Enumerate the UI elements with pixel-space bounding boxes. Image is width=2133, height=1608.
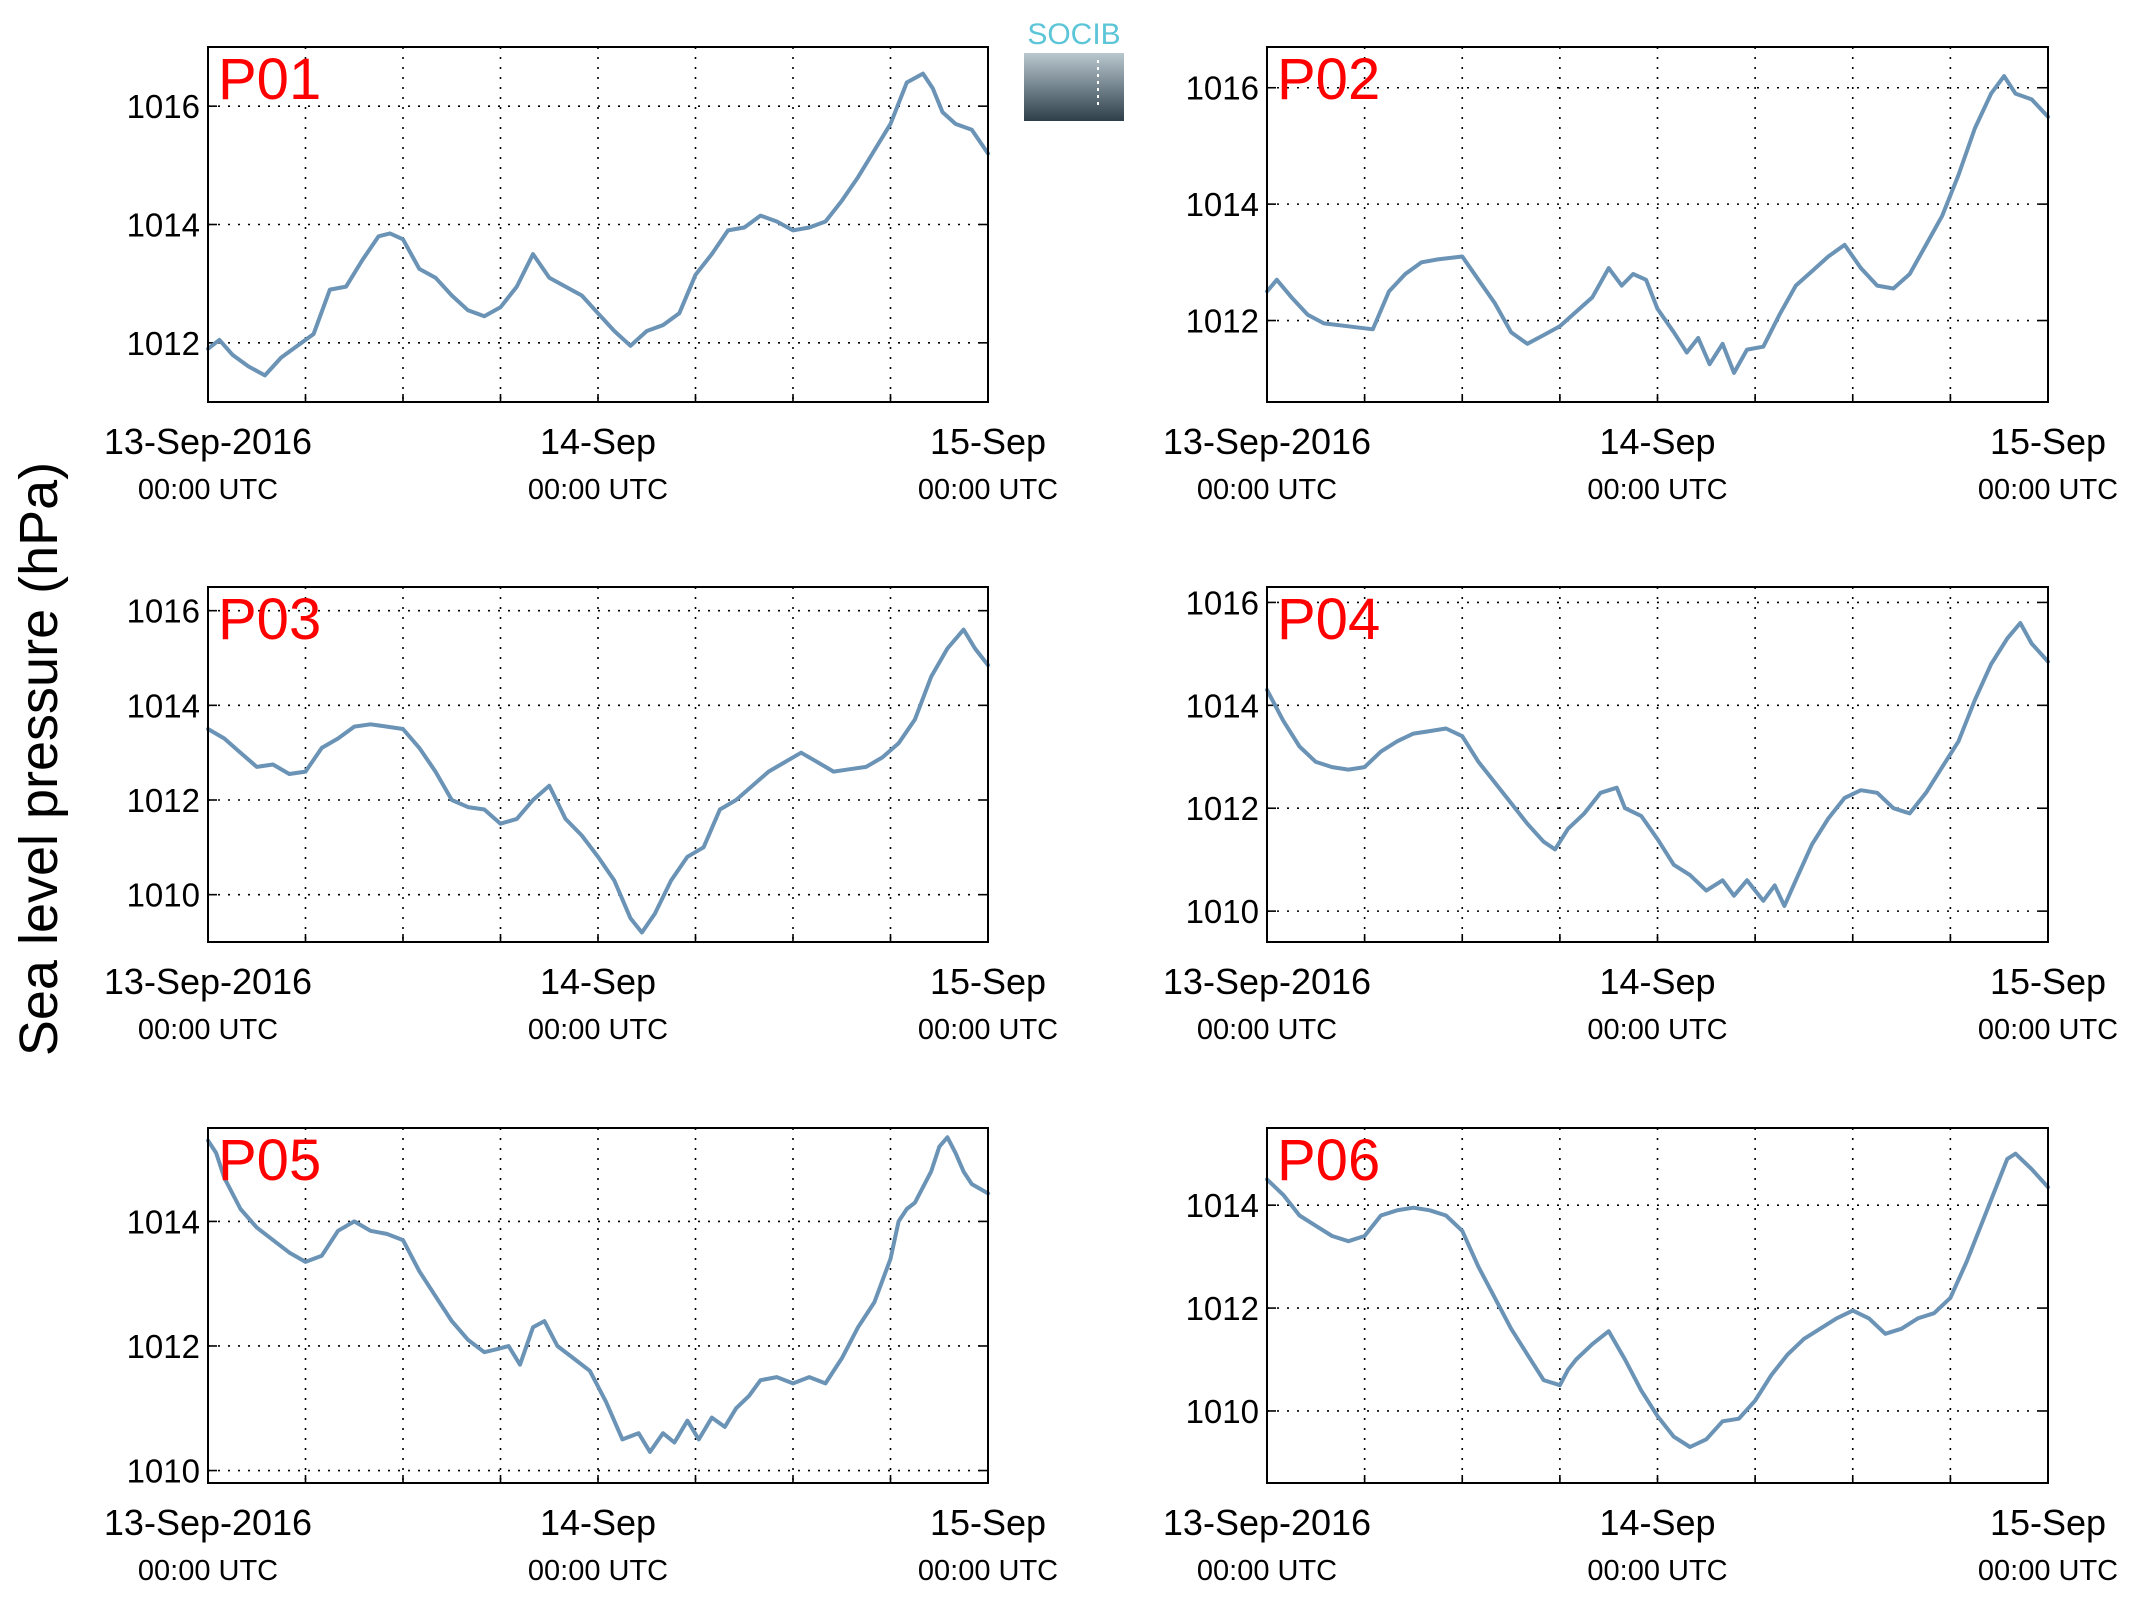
panel-title: P06: [1277, 1128, 1380, 1193]
x-tick-label: 13-Sep-2016: [1163, 421, 1371, 462]
y-tick-label: 1012: [127, 325, 200, 362]
panel-p01: 1012 1014 1016 13-Sep-2016 00:00 UTC 14-Sep 00…: [104, 46, 1058, 506]
plot-frame: [207, 586, 989, 943]
panel-p04: 1010 1012 1014 1016 13-Sep-2016 00:00 UTC 14-S…: [1163, 584, 2118, 1046]
panel-title: P02: [1277, 47, 1380, 112]
x-tick-label: 15-Sep: [930, 961, 1046, 1002]
x-tick-sublabel: 00:00 UTC: [528, 474, 668, 506]
x-tick-sublabel: 00:00 UTC: [1587, 1014, 1727, 1046]
x-tick-sublabel: 00:00 UTC: [138, 474, 278, 506]
y-tick-label: 1010: [1186, 893, 1259, 930]
x-tick-sublabel: 00:00 UTC: [138, 1014, 278, 1046]
x-tick-label: 14-Sep: [540, 961, 656, 1002]
x-tick-sublabel: 00:00 UTC: [918, 1014, 1058, 1046]
x-tick-sublabel: 00:00 UTC: [138, 1555, 278, 1587]
y-tick-label: 1016: [1186, 70, 1259, 107]
socib-logo-text: SOCIB: [1027, 18, 1120, 51]
x-tick-sublabel: 00:00 UTC: [918, 474, 1058, 506]
x-tick-label: 13-Sep-2016: [1163, 961, 1371, 1002]
y-tick-label: 1010: [127, 877, 200, 914]
y-tick-label: 1014: [127, 687, 200, 724]
x-tick-sublabel: 00:00 UTC: [1197, 1014, 1337, 1046]
x-tick-label: 14-Sep: [1599, 1502, 1715, 1543]
x-tick-sublabel: 00:00 UTC: [528, 1014, 668, 1046]
panel-title: P04: [1277, 587, 1380, 652]
panel-p03: 1010 1012 1014 1016 13-Sep-2016 00:00 UTC 14-S…: [104, 586, 1058, 1046]
x-tick-sublabel: 00:00 UTC: [1978, 1555, 2118, 1587]
x-tick-label: 15-Sep: [930, 1502, 1046, 1543]
x-tick-label: 13-Sep-2016: [104, 1502, 312, 1543]
x-tick-label: 15-Sep: [1990, 1502, 2106, 1543]
y-axis-label: Sea level pressure (hPa): [9, 462, 69, 1056]
x-tick-sublabel: 00:00 UTC: [918, 1555, 1058, 1587]
panel-title: P01: [218, 47, 321, 112]
plot-frame: [207, 1127, 989, 1484]
panel-p02: 1012 1014 1016 13-Sep-2016 00:00 UTC 14-Sep 00…: [1163, 46, 2118, 506]
series-line-p03: [206, 627, 990, 935]
x-tick-label: 14-Sep: [1599, 961, 1715, 1002]
panel-title: P03: [218, 587, 321, 652]
series-line-p04: [1265, 621, 2050, 908]
x-tick-sublabel: 00:00 UTC: [1197, 1555, 1337, 1587]
x-tick-label: 14-Sep: [540, 421, 656, 462]
y-tick-label: 1016: [127, 88, 200, 125]
y-tick-label: 1016: [1186, 584, 1259, 621]
x-tick-label: 15-Sep: [1990, 421, 2106, 462]
plot-frame: [1266, 1127, 2049, 1484]
x-tick-sublabel: 00:00 UTC: [1587, 474, 1727, 506]
series-line-p02: [1265, 74, 2050, 375]
panel-p05: 1010 1012 1014 13-Sep-2016 00:00 UTC 14-Sep 00…: [104, 1127, 1058, 1587]
y-tick-label: 1012: [127, 782, 200, 819]
y-tick-label: 1014: [127, 207, 200, 244]
y-tick-label: 1012: [1186, 1290, 1259, 1327]
x-tick-label: 13-Sep-2016: [104, 421, 312, 462]
x-tick-sublabel: 00:00 UTC: [1978, 1014, 2118, 1046]
socib-logo: SOCIB: [1024, 18, 1124, 121]
x-tick-sublabel: 00:00 UTC: [1978, 474, 2118, 506]
x-tick-label: 14-Sep: [1599, 421, 1715, 462]
y-tick-label: 1010: [1186, 1393, 1259, 1430]
x-tick-label: 15-Sep: [930, 421, 1046, 462]
y-tick-label: 1016: [127, 593, 200, 630]
y-tick-label: 1012: [1186, 790, 1259, 827]
panel-title: P05: [218, 1128, 321, 1193]
plot-frame: [207, 46, 989, 403]
x-tick-sublabel: 00:00 UTC: [1587, 1555, 1727, 1587]
x-tick-label: 13-Sep-2016: [104, 961, 312, 1002]
plot-frame: [1266, 46, 2049, 403]
series-line-p05: [206, 1135, 990, 1454]
y-tick-label: 1010: [127, 1453, 200, 1490]
series-line-p06: [1265, 1151, 2050, 1449]
x-tick-label: 15-Sep: [1990, 961, 2106, 1002]
y-tick-label: 1014: [1186, 1187, 1259, 1224]
y-tick-label: 1014: [1186, 186, 1259, 223]
x-tick-sublabel: 00:00 UTC: [1197, 474, 1337, 506]
x-tick-sublabel: 00:00 UTC: [528, 1555, 668, 1587]
y-tick-label: 1012: [1186, 303, 1259, 340]
plot-frame: [1266, 586, 2049, 943]
x-tick-label: 14-Sep: [540, 1502, 656, 1543]
y-tick-label: 1014: [127, 1203, 200, 1240]
series-line-p01: [206, 71, 990, 378]
y-tick-label: 1012: [127, 1328, 200, 1365]
x-tick-label: 13-Sep-2016: [1163, 1502, 1371, 1543]
y-tick-label: 1014: [1186, 687, 1259, 724]
panel-p06: 1010 1012 1014 13-Sep-2016 00:00 UTC 14-Sep 00…: [1163, 1127, 2118, 1587]
